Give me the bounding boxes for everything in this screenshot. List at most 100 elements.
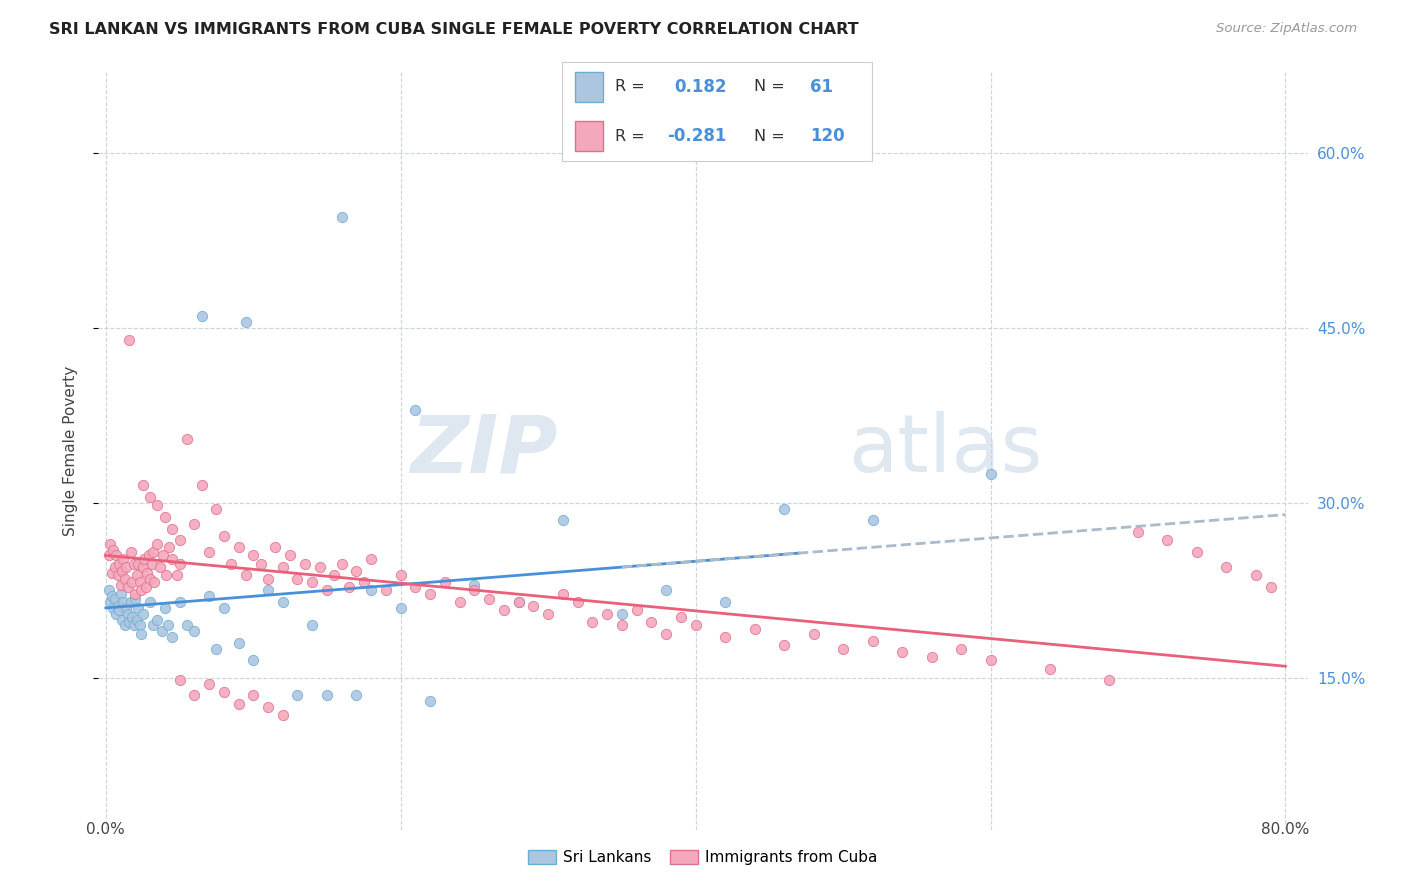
Text: 0.0%: 0.0% [86,822,125,837]
Point [169,673,191,688]
Point [153,601,176,615]
Point [156,618,179,632]
Point [110,577,132,591]
Point [264,541,287,555]
Point [104,591,127,606]
Point [228,636,250,650]
Point [149,560,172,574]
Point [111,564,134,578]
Point [117,580,139,594]
Point [581,615,603,629]
Point [212,601,235,615]
Point [551,587,574,601]
Point [160,522,183,536]
Point [316,583,339,598]
Bar [575,121,603,151]
Point [1260,580,1282,594]
Point [134,552,156,566]
Y-axis label: Single Female Poverty: Single Female Poverty [63,366,77,535]
Point [610,607,633,621]
Text: 0.182: 0.182 [673,78,727,96]
Point [97,583,120,598]
Point [360,583,382,598]
Point [146,613,169,627]
Point [105,607,128,621]
Point [271,595,294,609]
Point [832,641,855,656]
Point [980,653,1002,667]
Point [104,560,127,574]
Text: -0.281: -0.281 [668,127,727,145]
Point [101,601,124,615]
Point [142,618,165,632]
Point [640,615,662,629]
Point [138,549,160,563]
Point [301,618,323,632]
Point [235,568,257,582]
Point [160,552,183,566]
Text: 80.0%: 80.0% [1261,822,1309,837]
Point [166,568,188,582]
Point [419,587,441,601]
Point [389,568,412,582]
Point [114,572,136,586]
Point [98,537,121,551]
Point [1097,673,1119,688]
Point [136,566,159,580]
Point [323,568,346,582]
Point [287,572,309,586]
Point [107,568,129,582]
Point [353,575,375,590]
Point [169,557,191,571]
Point [219,557,242,571]
Point [257,572,280,586]
Point [308,560,330,574]
Point [122,618,145,632]
Point [176,618,198,632]
Point [537,607,560,621]
Point [921,649,943,664]
Point [105,549,128,563]
Point [235,315,257,329]
Point [1185,545,1208,559]
Point [120,595,142,609]
Point [862,633,884,648]
Point [110,587,132,601]
Point [980,467,1002,481]
Point [330,210,353,224]
Point [287,689,309,703]
Point [118,615,141,629]
Legend: Sri Lankans, Immigrants from Cuba: Sri Lankans, Immigrants from Cuba [522,844,884,871]
Text: N =: N = [754,79,790,95]
Point [669,610,692,624]
Point [131,607,153,621]
Point [124,587,146,601]
Point [228,697,250,711]
Point [128,618,150,632]
Text: Source: ZipAtlas.com: Source: ZipAtlas.com [1216,22,1357,36]
Point [419,694,441,708]
Point [449,595,471,609]
Point [131,478,153,492]
Point [228,541,250,555]
Point [1215,560,1237,574]
Point [112,595,135,609]
Text: 61: 61 [810,78,832,96]
Point [122,557,145,571]
Point [478,591,501,606]
Point [551,513,574,527]
Point [115,560,138,574]
Point [1038,662,1060,676]
Point [346,564,368,578]
Point [190,478,212,492]
Point [121,610,143,624]
Point [125,568,148,582]
Point [183,624,205,639]
Point [596,607,619,621]
Point [139,595,162,609]
Point [463,577,485,591]
Point [492,603,515,617]
Point [360,552,382,566]
Point [118,333,141,347]
Point [1156,533,1178,548]
